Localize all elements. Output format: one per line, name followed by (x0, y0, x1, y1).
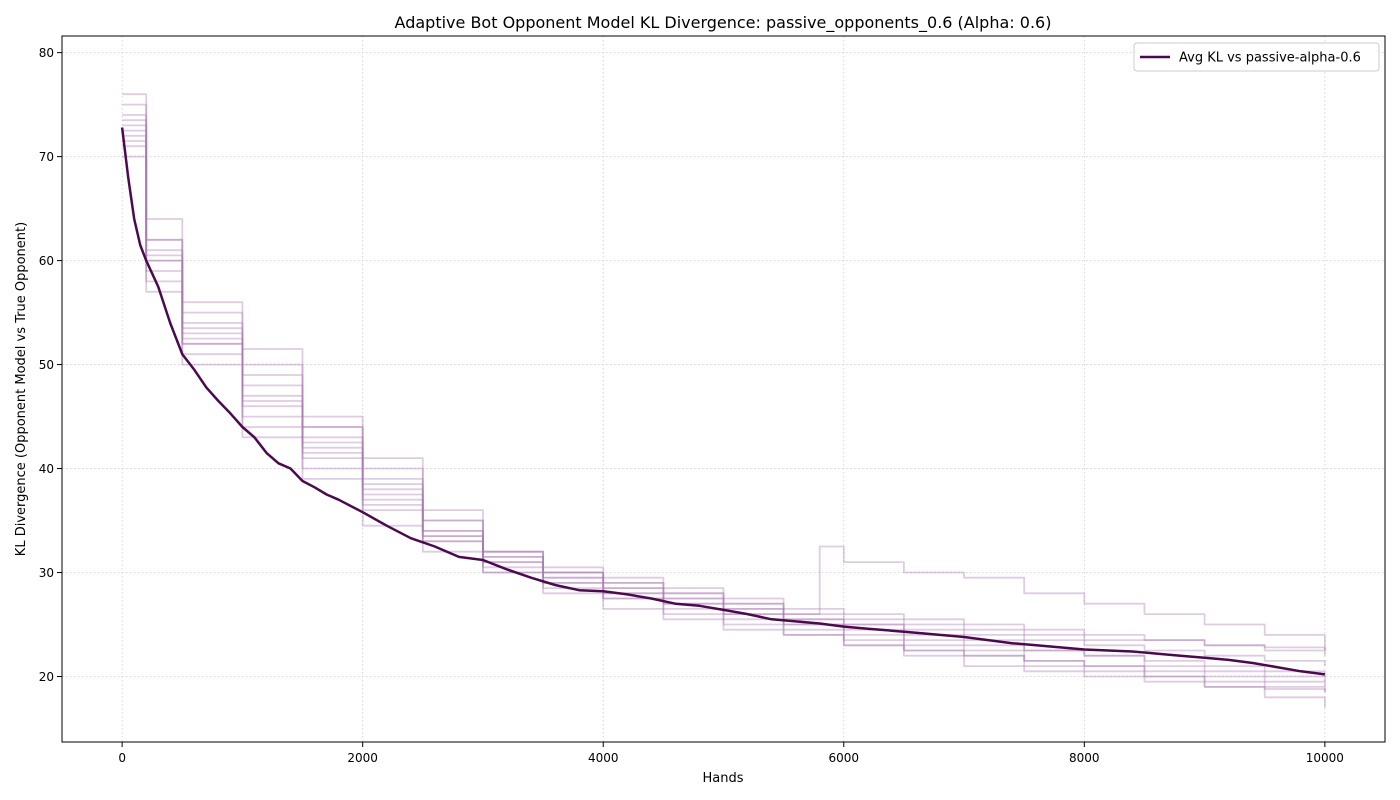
y-tick-label: 70 (39, 150, 54, 164)
chart-title: Adaptive Bot Opponent Model KL Divergenc… (395, 13, 1052, 33)
run-line-2 (122, 134, 1326, 651)
average-line-group (120, 127, 1326, 676)
run-line-10 (122, 140, 1326, 693)
y-axis-ticks: 20 30 40 50 60 70 80 (39, 46, 62, 684)
run-line-5 (122, 145, 1326, 651)
run-line-9 (122, 93, 1326, 656)
average-kl-line (120, 127, 1326, 676)
y-tick-label: 50 (39, 358, 54, 372)
run-line-1 (122, 114, 1326, 677)
legend-label: Avg KL vs passive-alpha-0.6 (1179, 51, 1361, 66)
run-line-4 (122, 124, 1326, 682)
x-tick-label: 8000 (1069, 751, 1100, 765)
y-tick-label: 30 (39, 566, 54, 580)
x-axis-ticks: 0 2000 4000 6000 8000 10000 (118, 742, 1344, 765)
legend: Avg KL vs passive-alpha-0.6 (1133, 42, 1380, 72)
legend-box (1133, 42, 1380, 72)
y-tick-label: 20 (39, 670, 54, 684)
y-tick-label: 80 (39, 46, 54, 60)
x-tick-label: 0 (118, 751, 126, 765)
run-line-6 (122, 103, 1326, 687)
grid-lines (62, 36, 1385, 742)
x-tick-label: 6000 (828, 751, 859, 765)
x-tick-label: 2000 (347, 751, 378, 765)
y-tick-label: 60 (39, 254, 54, 268)
x-axis-label: Hands (702, 771, 743, 786)
run-line-7 (122, 119, 1326, 667)
y-axis-label: KL Divergence (Opponent Model vs True Op… (14, 222, 29, 556)
run-line-8 (122, 129, 1326, 708)
x-tick-label: 4000 (588, 751, 619, 765)
x-tick-label: 10000 (1306, 751, 1344, 765)
y-tick-label: 40 (39, 462, 54, 476)
plot-frame (61, 35, 1386, 743)
